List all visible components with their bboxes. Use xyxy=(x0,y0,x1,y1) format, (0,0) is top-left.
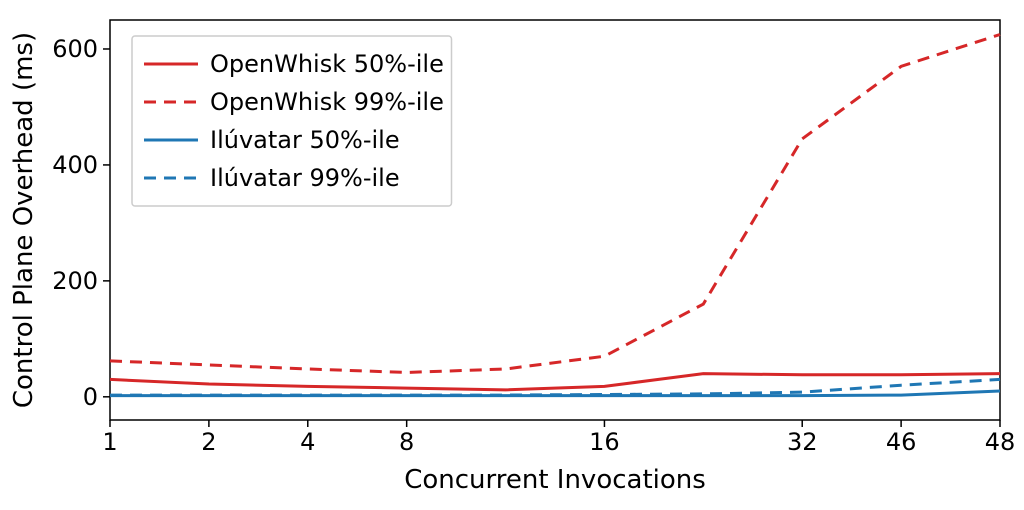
x-tick-label: 8 xyxy=(399,428,414,456)
x-tick-label: 16 xyxy=(589,428,620,456)
x-axis: 124816324648 xyxy=(102,420,1015,456)
x-tick-label: 2 xyxy=(201,428,216,456)
series-openwhisk-p50 xyxy=(110,374,1000,390)
x-axis-label: Concurrent Invocations xyxy=(404,465,706,495)
x-tick-label: 46 xyxy=(886,428,917,456)
y-axis: 0 200 400 600 xyxy=(52,35,110,411)
legend-label-openwhisk-p50: OpenWhisk 50%-ile xyxy=(210,50,444,78)
legend-label-iluvatar-p99: Ilúvatar 99%-ile xyxy=(210,164,400,192)
legend-label-openwhisk-p99: OpenWhisk 99%-ile xyxy=(210,88,444,116)
y-tick-label: 0 xyxy=(83,383,98,411)
y-tick-label: 400 xyxy=(52,151,98,179)
y-tick-label: 200 xyxy=(52,267,98,295)
legend-label-iluvatar-p50: Ilúvatar 50%-ile xyxy=(210,126,400,154)
line-chart: 124816324648 0200400600 Concurrent Invoc… xyxy=(0,0,1024,510)
x-tick-label: 48 xyxy=(985,428,1016,456)
chart-container: 124816324648 0200400600 Concurrent Invoc… xyxy=(0,0,1024,510)
x-tick-label: 1 xyxy=(102,428,117,456)
chart-legend: OpenWhisk 50%-ile OpenWhisk 99%-ile Ilúvat… xyxy=(132,36,452,206)
x-tick-label: 32 xyxy=(787,428,818,456)
y-tick-label: 600 xyxy=(52,35,98,63)
y-axis-label: Control Plane Overhead (ms) xyxy=(9,32,39,408)
x-tick-label: 4 xyxy=(300,428,315,456)
